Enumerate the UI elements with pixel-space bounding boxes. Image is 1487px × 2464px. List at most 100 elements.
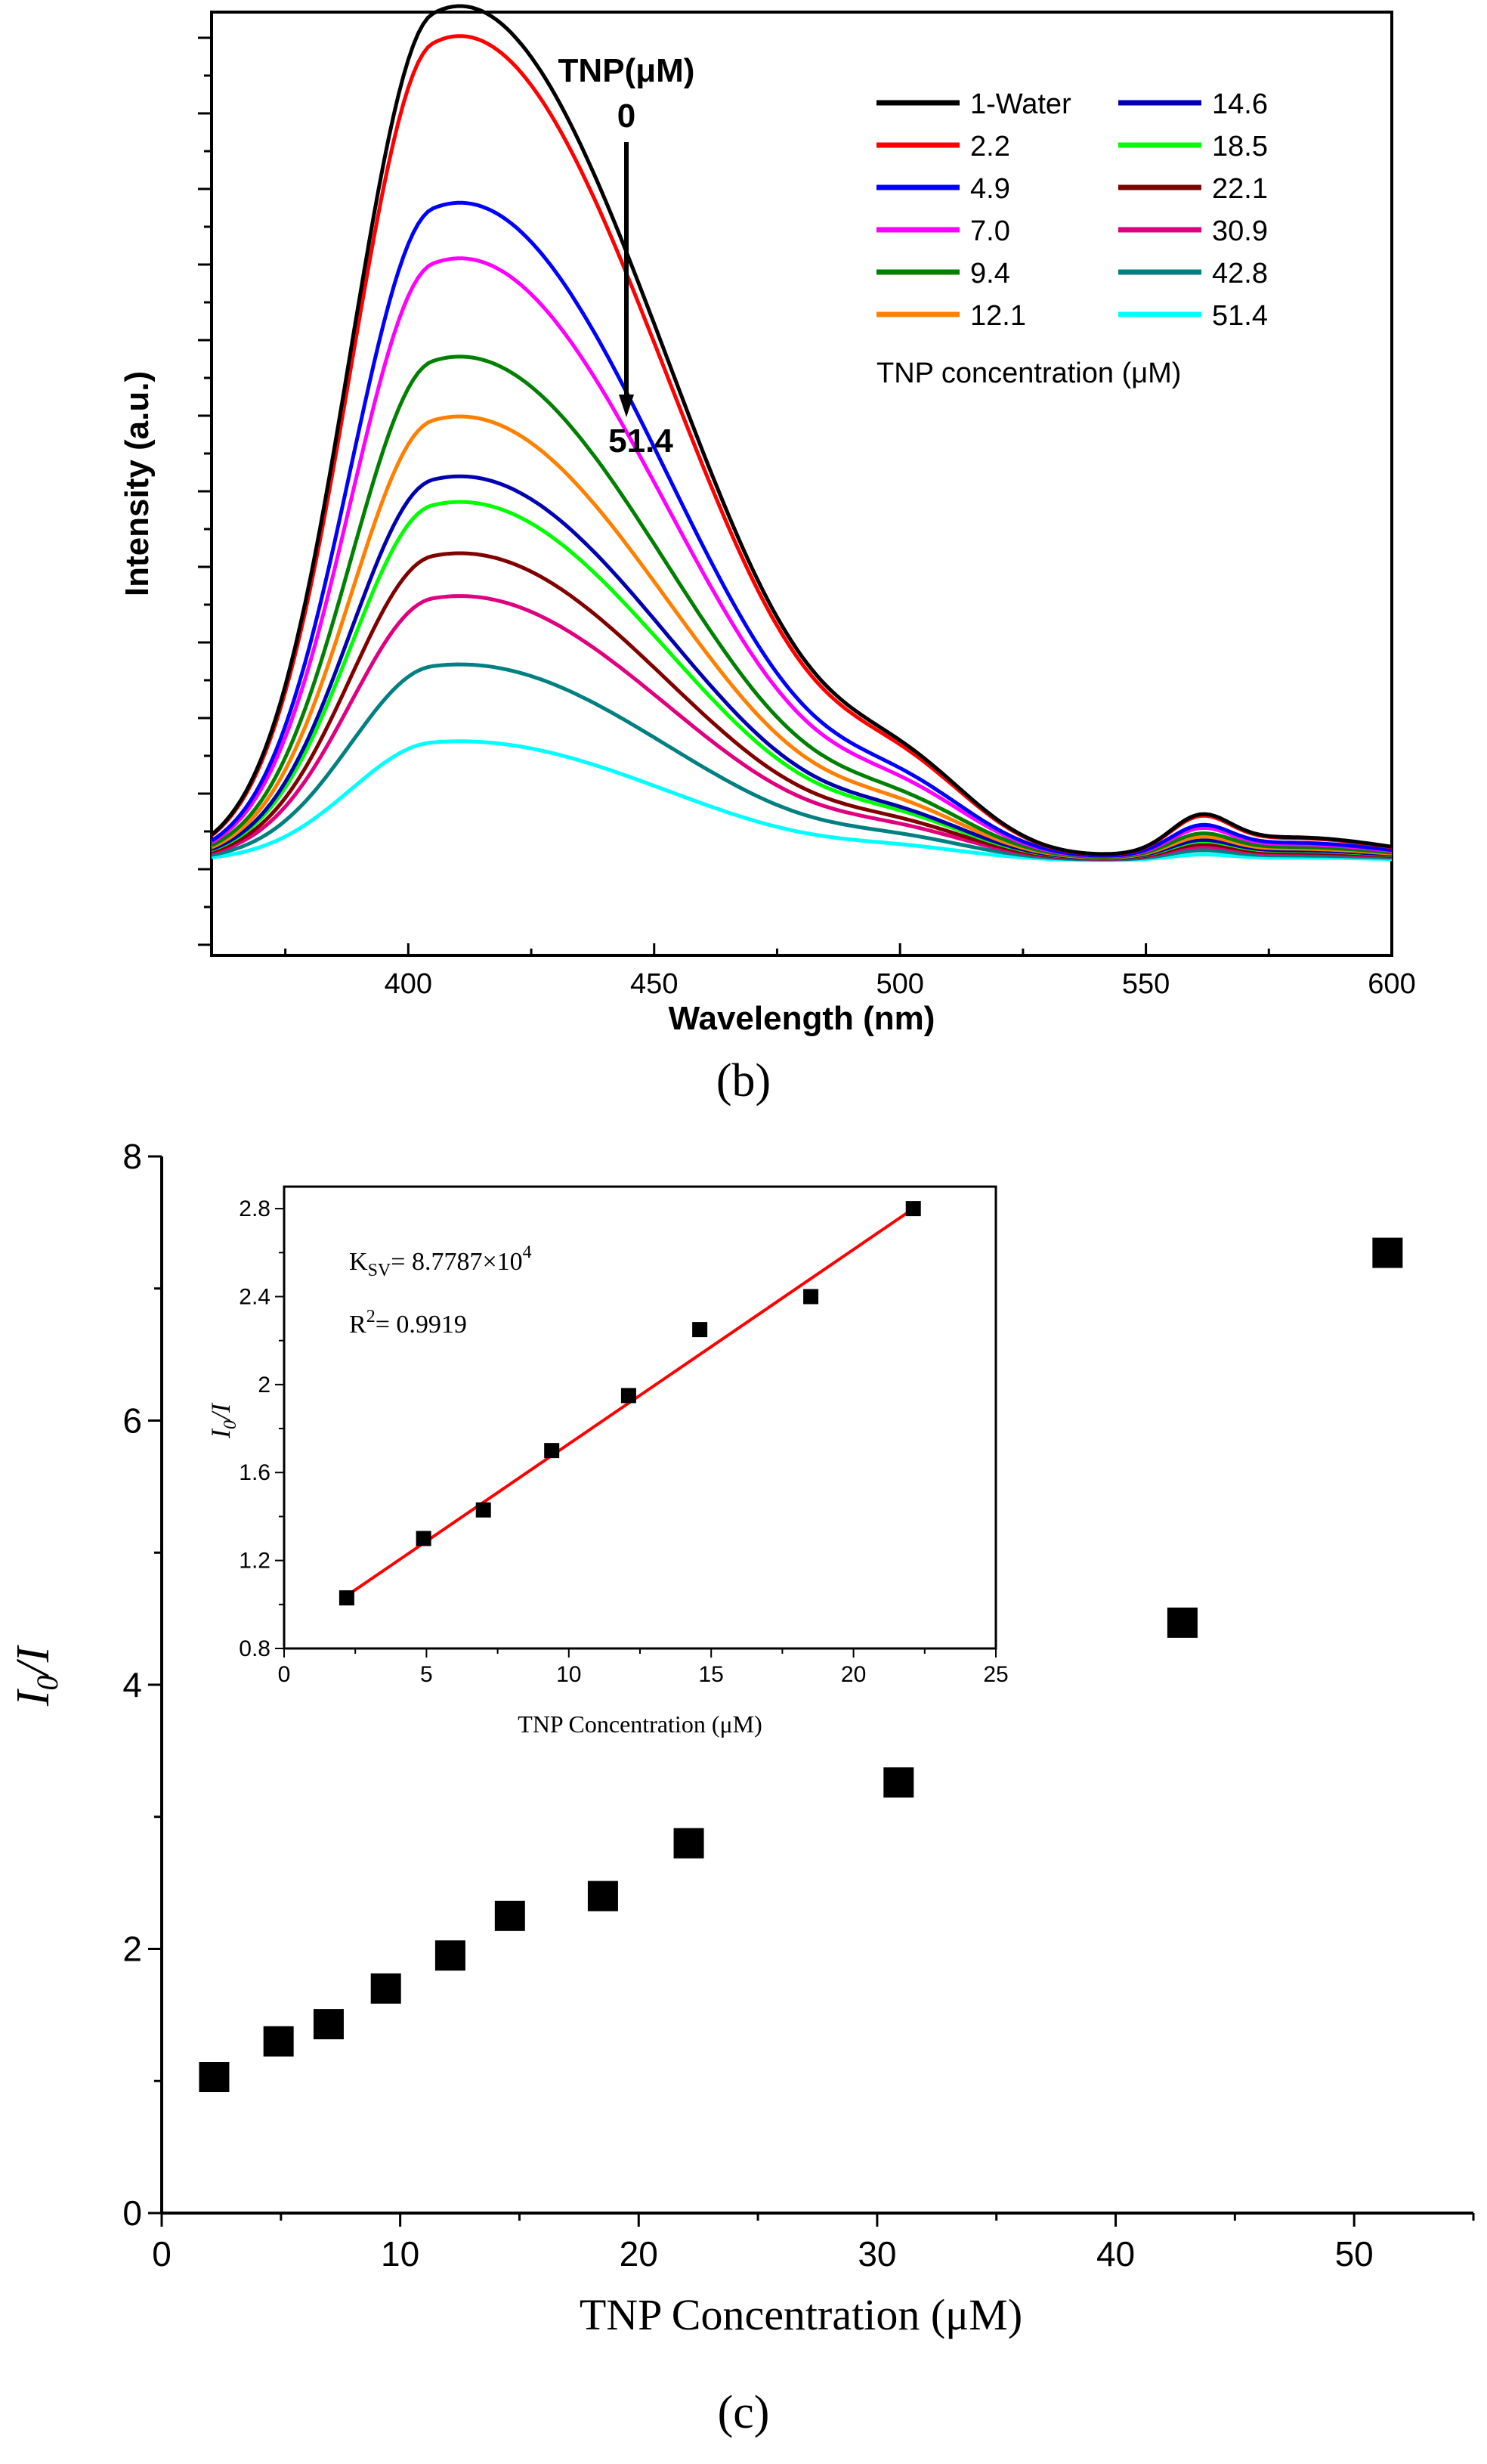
inset-data-point-1 <box>416 1531 431 1546</box>
inset-data-point-7 <box>905 1201 921 1217</box>
inset-x-axis-label: TNP Concentration (μM) <box>518 1710 762 1738</box>
spectrum-line-22.1 <box>211 551 1393 861</box>
c-data-points <box>199 1237 1403 2093</box>
inset-data-point-5 <box>692 1322 708 1338</box>
legend-label-22.1: 22.1 <box>1212 173 1268 205</box>
spectra-x-tick-label-500: 500 <box>876 968 923 1000</box>
spectra-plot-frame <box>210 11 1393 957</box>
c-y-axis-label: I0/I <box>8 1644 64 1707</box>
legend-label-2.2: 2.2 <box>970 131 1010 163</box>
spectra-legend-title: TNP concentration (μM) <box>876 358 1181 389</box>
c-x-tick-label-40: 40 <box>1096 2234 1135 2274</box>
c-y-ticks: 0 2 4 6 8 <box>122 1137 162 2233</box>
inset-data-point-0 <box>339 1590 354 1606</box>
spectra-x-tick-label-600: 600 <box>1368 968 1415 1000</box>
spectrum-line-1-Water <box>210 4 1393 856</box>
spectra-x-tick-label-450: 450 <box>630 968 678 1000</box>
inset-x-tick-label-15: 15 <box>699 1662 724 1687</box>
legend-label-30.9: 30.9 <box>1212 215 1268 247</box>
c-y-tick-label-2: 2 <box>122 1930 142 1969</box>
spectra-x-tick-label-550: 550 <box>1122 968 1170 1000</box>
inset-y-tick-label-2.4: 2.4 <box>239 1284 271 1309</box>
inset-y-tick-label-0.8: 0.8 <box>239 1636 271 1661</box>
inset-data-point-3 <box>544 1443 560 1459</box>
c-x-ticks: 0 10 20 30 40 50 <box>152 2213 1475 2274</box>
legend-label-18.5: 18.5 <box>1212 131 1268 163</box>
legend-label-1-Water: 1-Water <box>970 88 1071 120</box>
caption-b: (b) <box>716 1055 771 1107</box>
spectrum-line-51.4 <box>211 739 1393 862</box>
c-y-tick-label-0: 0 <box>122 2193 142 2233</box>
spectrum-line-12.1 <box>210 414 1393 859</box>
c-x-tick-label-20: 20 <box>620 2234 658 2274</box>
spectrum-line-42.8 <box>211 662 1393 862</box>
inset-plot-frame <box>283 1185 997 1650</box>
spectrum-line-14.6 <box>211 474 1393 860</box>
inset-data-points <box>339 1201 921 1606</box>
inset-x-tick-label-10: 10 <box>556 1662 581 1687</box>
spectra-y-axis-label: Intensity (a.u.) <box>119 371 156 596</box>
spectra-curves <box>210 4 1393 862</box>
c-data-point-3 <box>370 1973 401 2004</box>
legend-label-51.4: 51.4 <box>1212 300 1268 332</box>
c-x-tick-label-10: 10 <box>381 2234 419 2274</box>
emission-spectra-chart: 400 450 500 550 600 Wavelength (nm) Intensit… <box>119 4 1416 1037</box>
c-x-tick-label-30: 30 <box>858 2234 896 2274</box>
c-y-tick-label-4: 4 <box>122 1665 142 1704</box>
spectrum-line-9.4 <box>210 354 1393 859</box>
spectrum-line-30.9 <box>211 594 1393 861</box>
inset-y-tick-label-2: 2 <box>258 1373 271 1398</box>
spectrum-line-4.9 <box>210 200 1393 858</box>
inset-data-point-6 <box>803 1289 819 1305</box>
legend-label-14.6: 14.6 <box>1212 88 1268 120</box>
legend-label-7.0: 7.0 <box>970 215 1010 247</box>
spectrum-line-7.0 <box>210 256 1393 859</box>
c-data-point-1 <box>263 2026 294 2057</box>
inset-data-point-2 <box>475 1502 491 1518</box>
c-x-tick-label-0: 0 <box>152 2234 172 2274</box>
inset-chart: 0 5 10 15 20 25 0.8 1.2 1.6 2 2.4 2.8 TNP Concentr… <box>206 1185 1009 1738</box>
spectra-x-tick-label-400: 400 <box>385 968 432 1000</box>
spectra-y-ticks <box>198 36 212 946</box>
c-y-tick-label-6: 6 <box>122 1401 142 1441</box>
c-data-point-9 <box>1167 1607 1198 1638</box>
inset-y-tick-label-1.2: 1.2 <box>239 1549 271 1574</box>
inset-y-tick-label-2.8: 2.8 <box>239 1196 271 1221</box>
c-data-point-10 <box>1372 1237 1403 1268</box>
inset-y-tick-label-1.6: 1.6 <box>239 1460 271 1485</box>
inset-x-tick-label-20: 20 <box>841 1662 866 1687</box>
legend-label-42.8: 42.8 <box>1212 258 1268 289</box>
ksv-annotation: KSV= 8.7787×104 <box>349 1243 532 1280</box>
spectra-x-ticks: 400 450 500 550 600 <box>284 943 1416 1000</box>
c-data-point-2 <box>313 2009 344 2040</box>
tnp-annotation-end: 51.4 <box>608 423 673 460</box>
spectra-x-axis-label: Wavelength (nm) <box>669 1000 935 1037</box>
inset-x-tick-label-25: 25 <box>983 1662 1008 1687</box>
c-data-point-5 <box>494 1900 525 1931</box>
spectrum-line-18.5 <box>211 500 1393 860</box>
tnp-annotation-title: TNP(μM) <box>558 52 695 89</box>
inset-x-ticks: 0 5 10 15 20 25 <box>278 1648 1009 1687</box>
tnp-arrow-head <box>619 395 634 417</box>
inset-x-tick-label-5: 5 <box>420 1662 433 1687</box>
c-data-point-4 <box>434 1940 465 1971</box>
inset-data-point-4 <box>620 1388 636 1404</box>
legend-label-4.9: 4.9 <box>970 173 1010 205</box>
c-data-point-7 <box>673 1828 704 1859</box>
c-data-point-8 <box>883 1767 914 1798</box>
spectra-legend: 1-Water 2.2 4.9 7.0 9.4 12.1 14.6 18.5 22.1 30.9 4… <box>876 88 1268 332</box>
legend-label-9.4: 9.4 <box>970 258 1010 289</box>
c-data-point-0 <box>199 2062 230 2093</box>
c-x-axis-label: TNP Concentration (μM) <box>580 2290 1022 2339</box>
inset-y-ticks: 0.8 1.2 1.6 2 2.4 2.8 <box>239 1196 284 1661</box>
c-data-point-6 <box>587 1881 618 1911</box>
inset-x-tick-label-0: 0 <box>278 1662 291 1687</box>
c-x-tick-label-50: 50 <box>1335 2234 1374 2274</box>
inset-y-axis-label: I0/I <box>206 1402 240 1439</box>
c-y-tick-label-8: 8 <box>122 1137 142 1176</box>
legend-label-12.1: 12.1 <box>970 300 1026 332</box>
tnp-annotation-start: 0 <box>617 98 635 135</box>
r2-annotation: R2= 0.9919 <box>349 1307 467 1339</box>
